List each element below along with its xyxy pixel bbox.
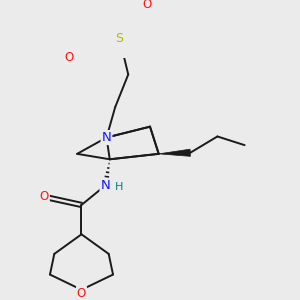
Text: S: S xyxy=(116,32,124,45)
Text: N: N xyxy=(102,131,111,144)
Text: N: N xyxy=(100,179,110,192)
Text: O: O xyxy=(142,0,152,11)
Text: H: H xyxy=(115,182,123,192)
Polygon shape xyxy=(159,149,190,156)
Text: O: O xyxy=(65,51,74,64)
Text: O: O xyxy=(40,190,49,202)
Text: O: O xyxy=(77,287,86,300)
